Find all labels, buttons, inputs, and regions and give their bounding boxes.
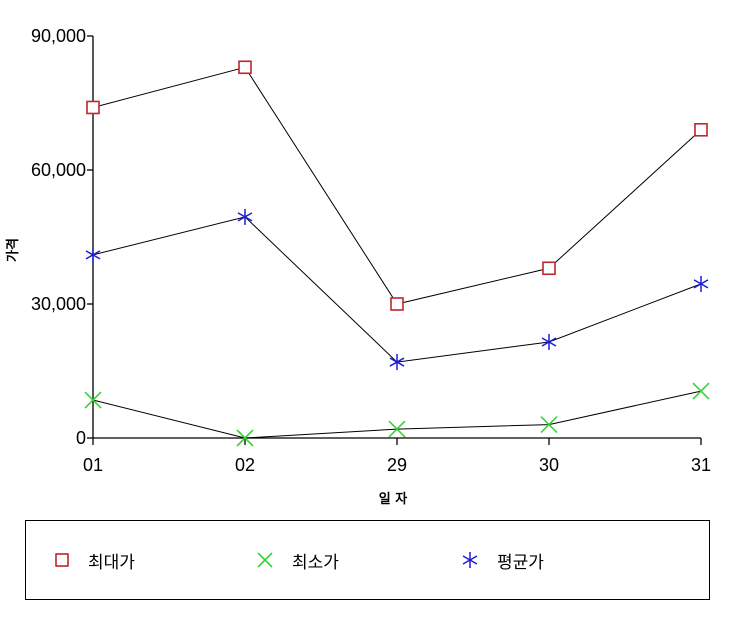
legend-item-min: 최소가	[256, 521, 339, 599]
square-marker-icon	[55, 553, 69, 567]
data-point-asterisk-stroke	[85, 250, 101, 260]
series-line	[92, 216, 702, 363]
data-point-x-stroke	[692, 382, 710, 400]
data-point-x	[540, 416, 558, 434]
y-tick-label: 0	[76, 428, 86, 448]
data-point-asterisk-stroke	[693, 279, 709, 289]
data-point-asterisk	[237, 208, 253, 225]
data-point-x-stroke	[236, 429, 254, 447]
legend-label-max: 최대가	[88, 552, 135, 573]
legend: 최대가 최소가 평균가	[25, 520, 710, 600]
x-tick-label: 01	[83, 455, 103, 475]
x-tick-label: 30	[539, 455, 559, 475]
data-point-x	[236, 429, 254, 447]
data-point-asterisk-stroke	[541, 337, 557, 347]
data-point-x	[388, 420, 406, 438]
price-line-chart: 0 30,000 60,000 90,000 01 02 29 30 31 일 자 가격	[6, 26, 711, 507]
x-marker-icon	[257, 552, 273, 568]
series-markers	[84, 60, 710, 447]
data-point-x-stroke	[540, 416, 558, 434]
x-tick-label: 29	[387, 455, 407, 475]
data-point-x-stroke	[388, 420, 406, 438]
asterisk-marker-icon	[462, 552, 478, 568]
y-axis: 0 30,000 60,000 90,000	[31, 26, 94, 448]
legend-item-avg: 평균가	[461, 521, 544, 599]
data-point-asterisk	[389, 354, 405, 371]
x-axis-title: 일 자	[379, 492, 407, 507]
y-tick-label: 90,000	[31, 26, 86, 46]
data-point-square	[542, 261, 556, 276]
y-tick-label: 30,000	[31, 294, 86, 314]
data-point-x	[692, 382, 710, 400]
data-point-x	[84, 391, 102, 409]
data-point-square	[238, 60, 252, 75]
series-lines	[92, 66, 702, 439]
legend-item-max: 최대가	[54, 521, 135, 599]
data-point-asterisk	[541, 333, 557, 350]
x-axis: 01 02 29 30 31	[83, 437, 711, 475]
data-point-asterisk	[693, 275, 709, 292]
y-tick-label: 60,000	[31, 160, 86, 180]
data-point-asterisk-stroke	[237, 212, 253, 222]
data-point-x-stroke	[84, 391, 102, 409]
legend-label-min: 최소가	[292, 552, 339, 573]
y-axis-title: 가격	[6, 238, 21, 262]
data-point-square	[86, 100, 100, 115]
data-point-square	[390, 297, 404, 311]
series-line	[92, 390, 702, 439]
x-tick-label: 31	[691, 455, 711, 475]
data-point-asterisk	[85, 246, 101, 263]
data-point-square	[694, 123, 708, 137]
data-point-asterisk-stroke	[389, 357, 405, 367]
x-tick-label: 02	[235, 455, 255, 475]
series-line	[92, 66, 702, 305]
legend-label-avg: 평균가	[497, 552, 544, 573]
